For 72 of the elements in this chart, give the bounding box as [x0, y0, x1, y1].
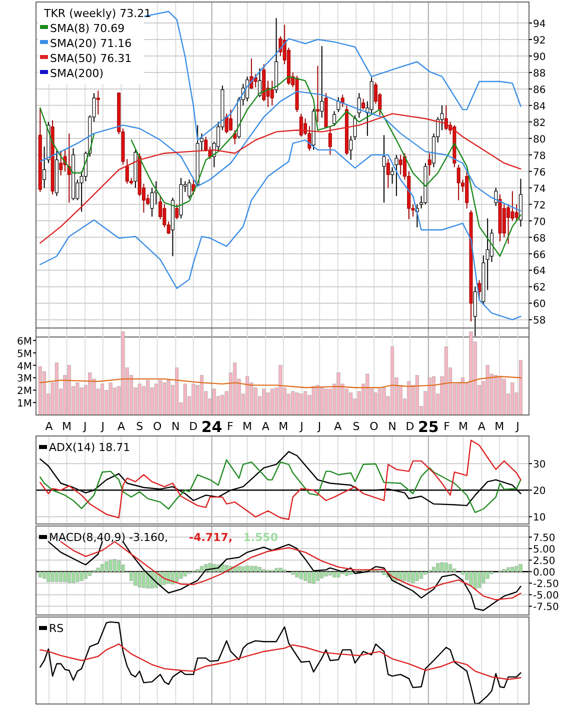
y-tick-label: 64	[533, 266, 546, 278]
y-tick-label: 86	[533, 84, 546, 96]
y-tick-label: 5.00	[533, 544, 556, 556]
legend-label: SMA(20) 71.16	[50, 37, 132, 50]
x-tick-label: 25	[418, 418, 439, 436]
legend-label: SMA(8) 70.69	[50, 22, 125, 35]
x-tick-label: J	[100, 420, 105, 433]
x-tick-label: A	[262, 420, 270, 433]
y-tick-label: 0.00	[533, 568, 556, 579]
x-tick-label: M	[278, 420, 288, 433]
x-tick-label: J	[316, 420, 322, 433]
x-tick-label: A	[478, 420, 486, 433]
y-tick-label: 72	[533, 200, 546, 212]
x-tick-label: S	[352, 420, 360, 433]
y-tick-label: 82	[533, 118, 546, 129]
legend-label: MACD(8,40,9) -3.160,	[49, 531, 168, 544]
y-tick-label: 58	[533, 316, 546, 327]
y-tick-label: 66	[533, 250, 546, 261]
x-tick-label: J	[515, 420, 520, 433]
y-tick-label: -2.50	[533, 579, 559, 590]
y-tick-label: -5.00	[533, 590, 559, 602]
x-tick-label: N	[172, 420, 180, 433]
y-tick-label: 84	[533, 101, 546, 112]
y-tick-label: 90	[533, 52, 546, 63]
series-label: 1.550	[243, 531, 278, 544]
y-tick-label: 94	[533, 19, 546, 30]
y-tick-label: 74	[533, 184, 546, 195]
x-tick-label: A	[117, 420, 126, 433]
y-tick-label: 78	[533, 150, 546, 162]
x-tick-label: 24	[201, 418, 222, 436]
x-tick-label: M	[62, 420, 72, 433]
x-tick-label: F	[226, 420, 234, 433]
y-tick-label: 6M	[17, 336, 32, 348]
y-tick-label: 2M	[17, 386, 32, 398]
y-tick-label: -7.50	[533, 602, 559, 614]
x-tick-label: M	[458, 420, 468, 433]
y-tick-label: 3M	[17, 374, 32, 385]
y-tick-label: 92	[533, 35, 546, 46]
y-tick-label: 88	[533, 68, 546, 80]
y-tick-label: 1M	[17, 398, 32, 410]
y-tick-label: 76	[533, 167, 546, 178]
x-tick-label: D	[189, 420, 198, 433]
legend-label: RS	[49, 622, 64, 635]
legend-label: ADX(14) 18.71	[49, 441, 130, 454]
text: TKR (weekly) 73.21	[43, 7, 152, 20]
x-tick-label: A	[334, 420, 342, 433]
y-tick-label: 7.50	[533, 533, 556, 544]
y-tick-label: 62	[533, 282, 546, 294]
x-tick-label: O	[370, 420, 379, 433]
legend-label: SMA(50) 76.31	[50, 52, 132, 65]
y-tick-label: 5M	[17, 348, 32, 360]
x-tick-label: S	[136, 420, 144, 433]
x-tick-label: N	[388, 420, 396, 433]
y-tick-label: 70	[533, 216, 546, 228]
y-tick-label: 2.50	[533, 556, 556, 568]
x-tick-label: A	[45, 420, 54, 433]
y-tick-label: 30	[533, 460, 546, 471]
annotation: SMA(200)	[50, 67, 104, 80]
y-tick-label: 68	[533, 233, 546, 244]
y-tick-label: 80	[533, 134, 546, 146]
x-tick-label: F	[444, 420, 450, 433]
y-tick-label: 20	[533, 486, 546, 498]
y-tick-label: 4M	[17, 361, 32, 372]
x-tick-label: O	[152, 420, 162, 433]
x-tick-label: D	[406, 420, 414, 433]
x-tick-label: J	[82, 420, 87, 433]
y-tick-label: 60	[533, 299, 546, 310]
y-tick-label: 10	[533, 512, 546, 524]
x-tick-label: M	[242, 420, 252, 433]
series-label: -4.717,	[189, 531, 233, 544]
x-tick-label: M	[494, 420, 504, 433]
x-tick-label: J	[299, 420, 304, 433]
